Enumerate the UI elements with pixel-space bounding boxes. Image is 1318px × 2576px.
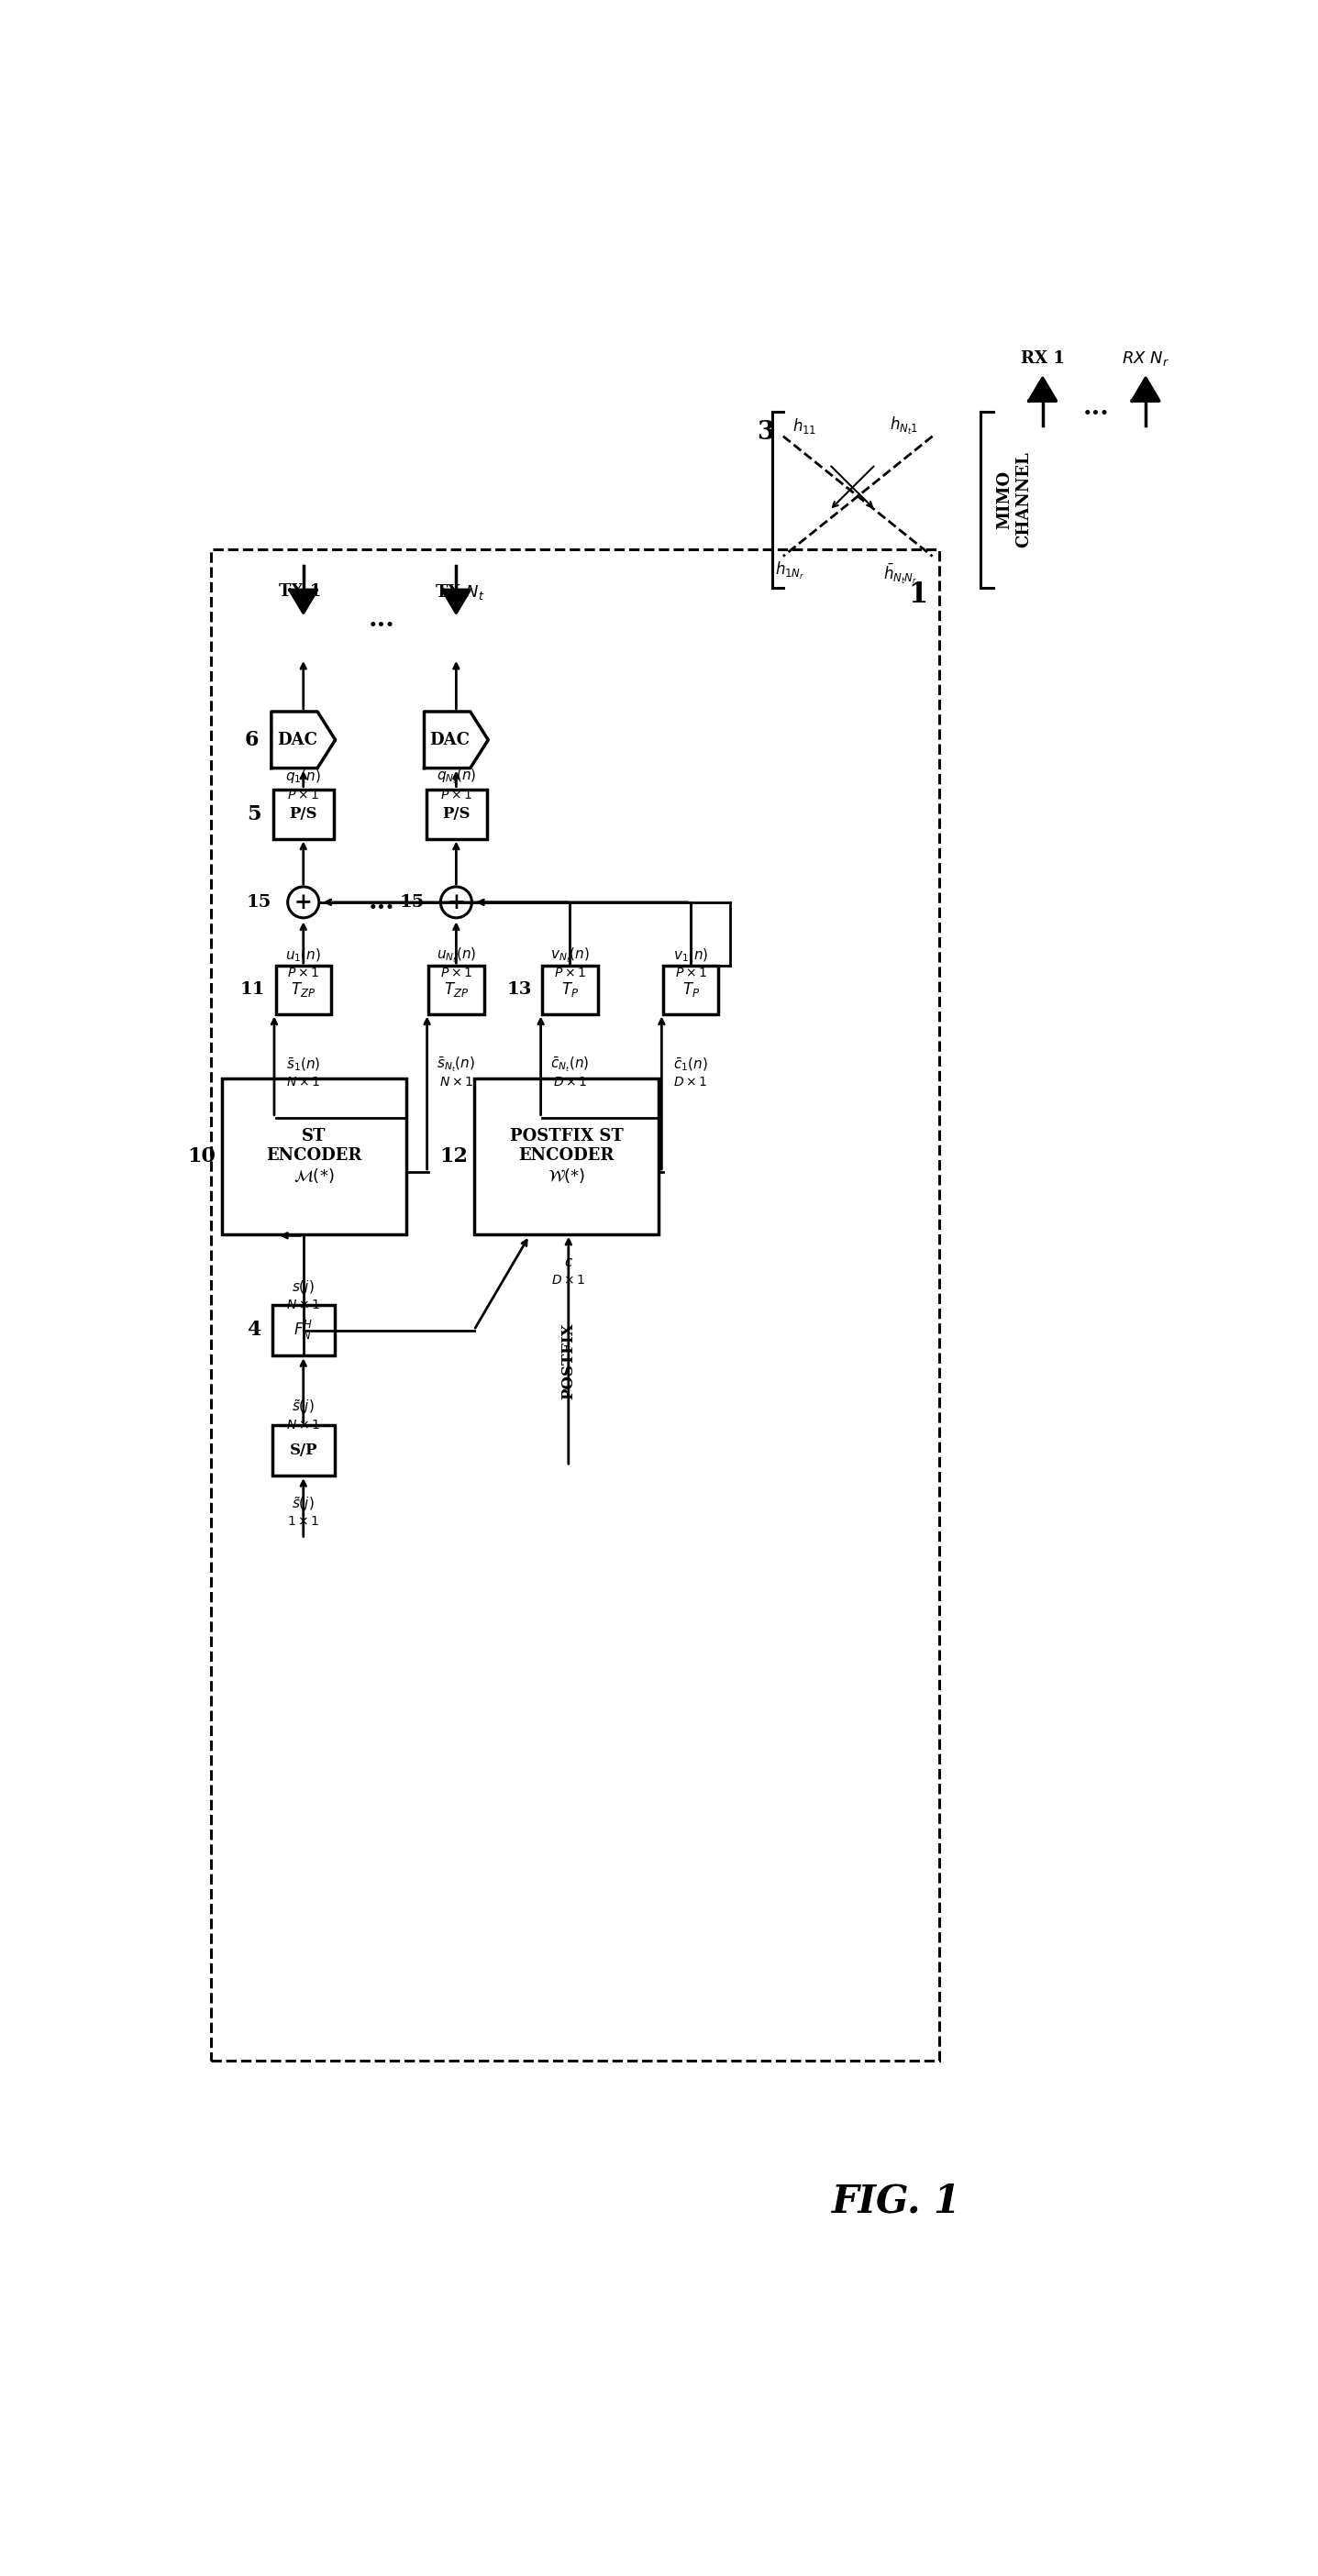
FancyBboxPatch shape: [272, 1425, 335, 1476]
Text: $q_1(n)$: $q_1(n)$: [286, 768, 322, 786]
FancyBboxPatch shape: [428, 966, 484, 1015]
Text: $F_N^H$: $F_N^H$: [294, 1319, 314, 1342]
Text: $RX\ N_r$: $RX\ N_r$: [1122, 350, 1169, 368]
Text: TX $N_t$: TX $N_t$: [435, 582, 485, 600]
Text: P/S: P/S: [290, 806, 318, 822]
Text: +: +: [447, 891, 465, 914]
Text: 15: 15: [399, 894, 424, 909]
Polygon shape: [1029, 379, 1056, 402]
Text: $P\times1$: $P\times1$: [287, 966, 319, 979]
Text: $\tilde{s}(j)$: $\tilde{s}(j)$: [293, 1494, 315, 1512]
FancyBboxPatch shape: [663, 966, 718, 1015]
Text: $N\times1$: $N\times1$: [286, 1298, 320, 1311]
Polygon shape: [272, 711, 335, 768]
Text: 11: 11: [240, 981, 265, 997]
FancyBboxPatch shape: [542, 966, 597, 1015]
Text: FIG. 1: FIG. 1: [832, 2182, 962, 2221]
Text: $\bar{s}_{N_t}(n)$: $\bar{s}_{N_t}(n)$: [438, 1056, 476, 1074]
Text: 15: 15: [246, 894, 272, 909]
Text: DAC: DAC: [430, 732, 471, 747]
Text: $D\times1$: $D\times1$: [552, 1077, 587, 1090]
Text: $h_{11}$: $h_{11}$: [792, 415, 817, 435]
Text: $P\times1$: $P\times1$: [287, 788, 319, 801]
Text: $D\times1$: $D\times1$: [673, 1077, 708, 1090]
Text: $T_{ZP}$: $T_{ZP}$: [444, 981, 469, 999]
FancyBboxPatch shape: [275, 966, 331, 1015]
Text: DAC: DAC: [277, 732, 318, 747]
Text: +: +: [294, 891, 312, 914]
Text: MIMO
CHANNEL: MIMO CHANNEL: [996, 451, 1032, 549]
Text: $N\times1$: $N\times1$: [439, 1077, 473, 1090]
Polygon shape: [290, 590, 316, 613]
Circle shape: [287, 886, 319, 917]
Text: POSTFIX ST
ENCODER
$\mathcal{W}(*)$: POSTFIX ST ENCODER $\mathcal{W}(*)$: [510, 1128, 623, 1185]
Text: 12: 12: [440, 1146, 468, 1167]
FancyBboxPatch shape: [474, 1079, 659, 1234]
Text: 4: 4: [248, 1319, 261, 1340]
Text: 10: 10: [187, 1146, 216, 1167]
Circle shape: [440, 886, 472, 917]
FancyBboxPatch shape: [426, 788, 486, 840]
Text: $\bar{h}_{N_t N_r}$: $\bar{h}_{N_t N_r}$: [883, 562, 917, 587]
Text: $N\times1$: $N\times1$: [286, 1077, 320, 1090]
Text: ...: ...: [368, 608, 395, 631]
Text: TX 1: TX 1: [278, 582, 322, 600]
Polygon shape: [1132, 379, 1160, 402]
Text: POSTFIX: POSTFIX: [560, 1324, 576, 1399]
Text: $T_P$: $T_P$: [561, 981, 579, 999]
FancyBboxPatch shape: [274, 788, 333, 840]
Text: $c$: $c$: [564, 1257, 573, 1270]
FancyBboxPatch shape: [272, 1306, 335, 1355]
Polygon shape: [424, 711, 488, 768]
Text: $T_P$: $T_P$: [681, 981, 700, 999]
Text: $h_{N_t 1}$: $h_{N_t 1}$: [890, 415, 919, 435]
Text: $P\times1$: $P\times1$: [675, 966, 706, 979]
Text: $\bar{c}_1(n)$: $\bar{c}_1(n)$: [673, 1056, 708, 1074]
Text: $q_{N_t}(n)$: $q_{N_t}(n)$: [436, 768, 476, 786]
Text: $D\times1$: $D\times1$: [551, 1273, 585, 1285]
Text: $h_{1N_r}$: $h_{1N_r}$: [775, 559, 805, 582]
Text: S/P: S/P: [290, 1443, 318, 1458]
Text: 1: 1: [908, 582, 928, 611]
Text: 5: 5: [246, 804, 261, 824]
Text: $\bar{s}_1(n)$: $\bar{s}_1(n)$: [286, 1056, 320, 1074]
Text: RX 1: RX 1: [1020, 350, 1065, 366]
FancyBboxPatch shape: [221, 1079, 406, 1234]
Text: 3: 3: [757, 420, 774, 446]
Text: $P\times1$: $P\times1$: [440, 788, 472, 801]
Text: $u_1(n)$: $u_1(n)$: [286, 948, 322, 963]
Text: $P\times1$: $P\times1$: [554, 966, 587, 979]
Text: $T_{ZP}$: $T_{ZP}$: [291, 981, 316, 999]
Text: 13: 13: [507, 981, 532, 997]
Text: $v_1(n)$: $v_1(n)$: [673, 948, 708, 963]
Text: $1\times1$: $1\times1$: [287, 1515, 320, 1528]
Text: ...: ...: [368, 889, 395, 914]
Text: 6: 6: [244, 729, 258, 750]
Text: P/S: P/S: [443, 806, 471, 822]
Text: ...: ...: [1082, 397, 1110, 420]
Text: $s(j)$: $s(j)$: [293, 1278, 315, 1296]
Polygon shape: [443, 590, 469, 613]
FancyBboxPatch shape: [211, 549, 940, 2061]
Text: $P\times1$: $P\times1$: [440, 966, 472, 979]
Text: $v_{N_t}(n)$: $v_{N_t}(n)$: [550, 945, 589, 963]
Text: ST
ENCODER
$\mathcal{M}(*)$: ST ENCODER $\mathcal{M}(*)$: [266, 1128, 362, 1185]
Text: $\bar{c}_{N_t}(n)$: $\bar{c}_{N_t}(n)$: [551, 1056, 589, 1074]
Text: $\tilde{s}(j)$: $\tilde{s}(j)$: [293, 1399, 315, 1417]
Text: $u_{N_t}(n)$: $u_{N_t}(n)$: [436, 945, 476, 963]
Text: $N\times1$: $N\times1$: [286, 1419, 320, 1432]
